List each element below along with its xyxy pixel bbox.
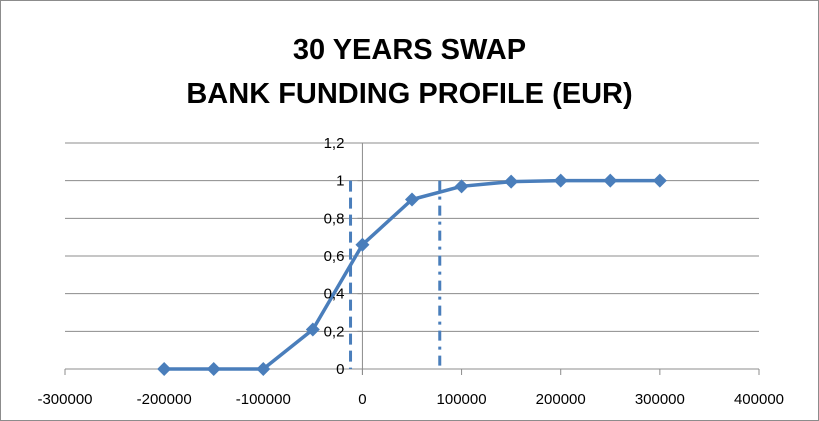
data-point — [355, 237, 370, 252]
x-tick-label: 400000 — [734, 391, 784, 408]
data-point — [405, 192, 419, 207]
data-point — [256, 362, 271, 376]
reference-lines — [349, 180, 442, 369]
y-tick-labels: 0 0,2 0,4 0,6 0,8 1 1,2 — [324, 135, 345, 378]
series-layer — [157, 173, 667, 376]
x-tick-label: -300000 — [37, 391, 92, 408]
series-line — [164, 178, 660, 371]
data-point — [553, 173, 568, 188]
x-tick-label: -100000 — [236, 391, 291, 408]
data-point — [454, 179, 469, 194]
y-tick-label: 0 — [336, 361, 344, 378]
x-tick-label: -200000 — [137, 391, 192, 408]
data-point — [305, 322, 320, 337]
data-point — [206, 362, 221, 376]
y-tick-label: 0,4 — [324, 286, 345, 303]
data-point — [157, 362, 172, 376]
y-tick-label: 0,2 — [324, 323, 345, 340]
data-point — [652, 173, 667, 188]
data-point — [504, 174, 519, 189]
y-tick-label: 0,6 — [324, 248, 345, 265]
x-tick-label: 200000 — [536, 391, 586, 408]
chart-title: 30 YEARS SWAP — [292, 34, 527, 66]
y-tick-label: 1 — [336, 173, 344, 190]
y-tick-label: 0,8 — [324, 210, 345, 227]
x-tick-label: 300000 — [635, 391, 685, 408]
y-tick-label: 1,2 — [324, 135, 345, 152]
x-tick-label: 100000 — [437, 391, 487, 408]
axes — [64, 142, 760, 375]
data-point — [603, 173, 618, 188]
x-tick-labels: -300000 -200000 -100000 0 100000 200000 300000… — [37, 391, 784, 408]
gridlines — [65, 142, 759, 332]
chart-subtitle: BANK FUNDING PROFILE (EUR) — [186, 78, 633, 110]
x-tick-label: 0 — [358, 391, 366, 408]
